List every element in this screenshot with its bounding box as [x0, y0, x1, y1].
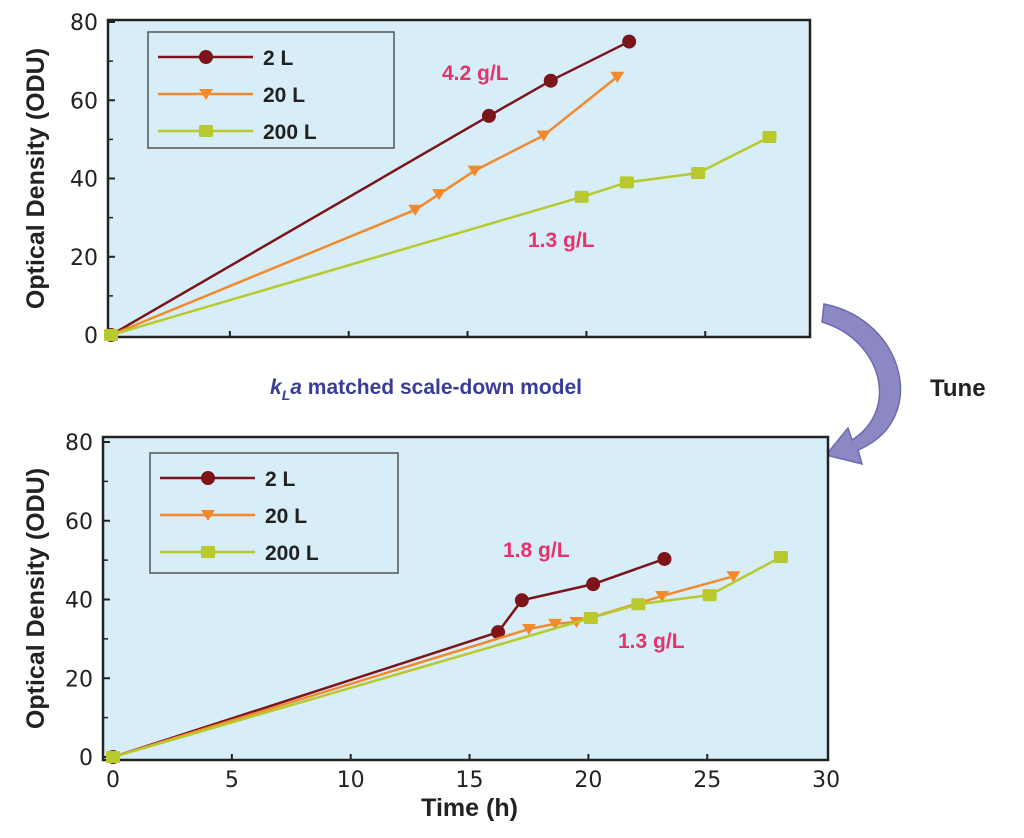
legend-marker: [201, 510, 215, 521]
data-point-200L: [104, 329, 118, 341]
legend-label: 2 L: [265, 468, 296, 491]
legend: 2 L 20 L 200 L: [149, 452, 399, 574]
legend-marker: [201, 471, 215, 485]
legend-label: 200 L: [263, 121, 317, 144]
legend-marker: [201, 546, 215, 558]
tune-label: Tune: [930, 375, 986, 402]
data-point-200L: [619, 176, 634, 189]
data-point-200L: [106, 751, 120, 763]
data-point-20L: [536, 130, 551, 142]
middle-title: kLa matched scale-down model: [270, 376, 582, 403]
data-point-200L: [574, 190, 589, 203]
x-tick-label: 10: [337, 768, 365, 793]
y-tick-label: 60: [65, 510, 93, 535]
data-point-20L: [548, 618, 563, 630]
concentration-annotation: 1.3 g/L: [618, 630, 685, 653]
data-point-2L: [514, 593, 529, 608]
y-axis-label: Optical Density (ODU): [22, 468, 50, 729]
x-tick-label: 20: [574, 768, 602, 793]
data-point-200L: [702, 589, 717, 602]
chart-bottom: 0 20 40 60 80 0 5 10 15 20 25 30 Time (h) Optical Den…: [22, 431, 840, 822]
data-point-2L: [491, 625, 506, 640]
legend-box: [147, 31, 395, 149]
data-point-20L: [655, 590, 670, 602]
x-tick-label: 5: [225, 768, 239, 793]
data-point-200L: [773, 550, 788, 563]
data-point-200L: [631, 598, 646, 611]
y-axis-label: Optical Density (ODU): [22, 48, 50, 309]
data-point-2L: [586, 577, 601, 592]
legend-marker: [199, 125, 213, 137]
data-point-2L: [657, 551, 672, 566]
data-point-20L: [610, 71, 625, 83]
series-line-20L: [112, 575, 734, 759]
legend-marker: [199, 50, 213, 64]
data-point-20L: [408, 204, 423, 216]
legend-label: 2 L: [263, 47, 294, 70]
y-tick-label: 60: [70, 89, 98, 114]
legend: 2 L 20 L 200 L: [147, 31, 395, 149]
data-point-200L: [762, 131, 777, 144]
x-tick-label: 30: [812, 768, 840, 793]
x-axis-label: Time (h): [421, 794, 518, 822]
data-point-2L: [481, 108, 496, 123]
data-point-2L: [622, 34, 637, 49]
x-tick-label: 25: [693, 768, 721, 793]
legend-label: 20 L: [263, 84, 305, 107]
data-point-200L: [691, 167, 706, 180]
concentration-annotation: 1.3 g/L: [528, 229, 595, 252]
legend-marker: [199, 89, 213, 100]
tune-arrow: [821, 303, 902, 466]
concentration-annotation: 4.2 g/L: [442, 62, 509, 85]
y-tick-label: 0: [79, 746, 93, 771]
x-tick-label: 0: [106, 768, 120, 793]
data-point-20L: [467, 165, 482, 177]
data-point-20L: [521, 624, 536, 636]
chart-top: 0 20 40 60 80 Optical Density (ODU) 4.2 g/L 1.3…: [22, 11, 812, 349]
data-point-200L: [583, 612, 598, 625]
legend-label: 20 L: [265, 505, 307, 528]
data-point-2L: [543, 73, 558, 88]
data-point-20L: [432, 189, 447, 201]
concentration-annotation: 1.8 g/L: [503, 539, 570, 562]
y-tick-label: 80: [65, 431, 93, 456]
y-tick-label: 20: [65, 667, 93, 692]
data-point-20L: [726, 571, 741, 583]
series-line-20L: [110, 75, 619, 337]
y-tick-label: 40: [70, 168, 98, 193]
y-tick-label: 40: [65, 589, 93, 614]
y-tick-label: 20: [70, 246, 98, 271]
legend-label: 200 L: [265, 542, 319, 565]
y-tick-label: 80: [70, 11, 98, 36]
y-tick-label: 0: [84, 324, 98, 349]
x-tick-label: 15: [456, 768, 484, 793]
series-line-2L: [110, 40, 630, 337]
